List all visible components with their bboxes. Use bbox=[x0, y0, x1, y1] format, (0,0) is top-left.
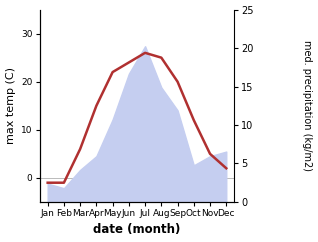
X-axis label: date (month): date (month) bbox=[93, 223, 181, 236]
Y-axis label: med. precipitation (kg/m2): med. precipitation (kg/m2) bbox=[302, 40, 313, 171]
Y-axis label: max temp (C): max temp (C) bbox=[5, 67, 16, 144]
